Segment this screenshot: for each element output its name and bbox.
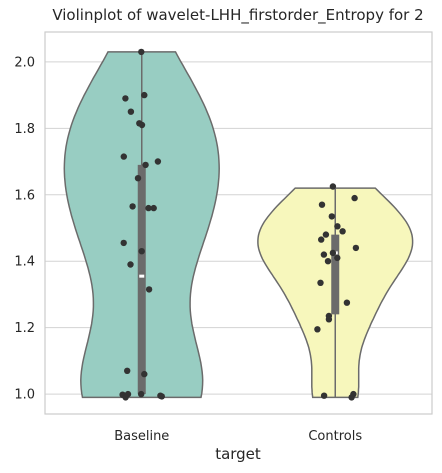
data-point xyxy=(318,236,325,243)
data-point xyxy=(334,223,341,230)
data-point xyxy=(343,299,351,306)
data-point xyxy=(322,231,330,238)
data-point xyxy=(348,394,355,401)
data-point xyxy=(351,194,358,202)
data-point xyxy=(141,91,148,99)
data-point xyxy=(142,161,149,169)
data-point xyxy=(314,326,321,333)
data-point xyxy=(141,370,148,378)
y-tick-label: 1.6 xyxy=(14,188,35,203)
data-point xyxy=(352,244,360,252)
y-tick-label: 1.0 xyxy=(14,388,35,403)
median-marker-baseline xyxy=(139,274,145,278)
y-tick-label: 1.2 xyxy=(14,321,35,336)
y-tick-label: 2.0 xyxy=(14,55,35,70)
data-point xyxy=(158,393,165,400)
data-point xyxy=(339,228,346,235)
data-point xyxy=(122,95,129,102)
data-point xyxy=(317,279,324,286)
data-point xyxy=(145,286,153,293)
x-axis-label: target xyxy=(215,445,261,463)
data-point xyxy=(138,390,145,398)
data-point xyxy=(154,158,162,165)
data-point xyxy=(320,251,328,258)
data-point xyxy=(320,392,328,399)
data-point xyxy=(134,175,142,182)
data-point xyxy=(329,249,337,257)
data-points xyxy=(119,48,360,401)
data-point xyxy=(150,204,157,212)
data-point xyxy=(324,258,332,265)
data-point xyxy=(329,183,337,190)
y-axis-ticks: 1.0 1.2 1.4 1.6 1.8 2.0 xyxy=(14,55,35,402)
data-point xyxy=(145,204,152,212)
violins xyxy=(63,51,414,399)
data-point xyxy=(120,239,127,247)
data-point xyxy=(318,201,326,208)
y-tick-label: 1.8 xyxy=(14,122,35,137)
data-point xyxy=(138,48,145,56)
iqr-box-baseline xyxy=(137,164,146,395)
x-axis-ticks: Baseline Controls xyxy=(114,429,362,444)
x-tick-label: Controls xyxy=(308,429,362,444)
plot-frame xyxy=(44,31,433,415)
x-tick-label: Baseline xyxy=(114,429,169,444)
data-point xyxy=(129,203,136,210)
data-point xyxy=(334,254,341,262)
chart-title: Violinplot of wavelet-LHH_firstorder_Ent… xyxy=(52,6,423,25)
data-point xyxy=(138,248,145,255)
data-point xyxy=(138,121,146,129)
y-tick-label: 1.4 xyxy=(14,255,35,270)
data-point xyxy=(127,108,135,115)
data-point xyxy=(325,316,333,323)
data-point xyxy=(328,213,335,220)
data-point xyxy=(120,153,128,160)
data-point xyxy=(127,261,134,268)
data-point xyxy=(122,394,129,401)
iqr-box-controls xyxy=(331,234,340,315)
data-point xyxy=(124,367,131,374)
